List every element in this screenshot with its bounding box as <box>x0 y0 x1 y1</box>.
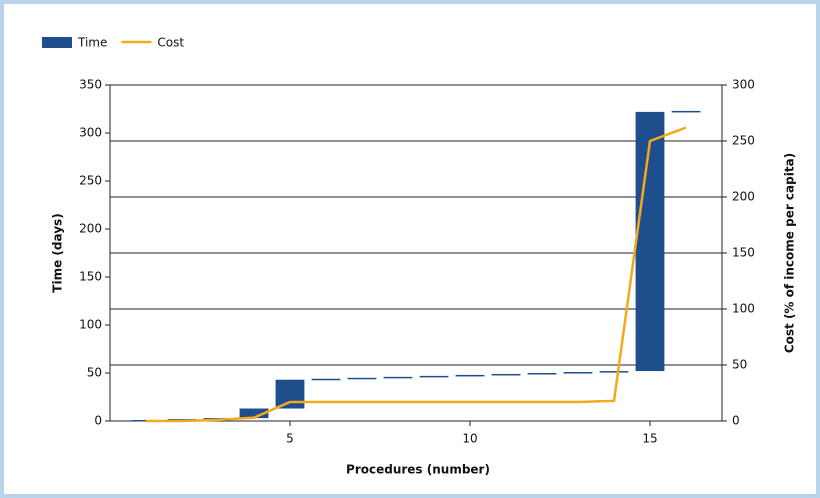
bar <box>564 372 593 374</box>
x-tick-label: 10 <box>462 432 477 446</box>
bar <box>348 378 377 380</box>
bar <box>672 111 701 113</box>
y-tick-label: 300 <box>79 126 102 140</box>
x-tick-label: 15 <box>642 432 657 446</box>
y-tick-label: 50 <box>87 366 102 380</box>
y-tick-label: 350 <box>79 78 102 92</box>
bar <box>276 380 305 409</box>
y2-tick-label: 200 <box>732 190 755 204</box>
y-axis-title: Time (days) <box>51 213 65 292</box>
y2-tick-label: 0 <box>732 414 740 428</box>
legend-swatch <box>42 37 72 48</box>
x-tick-label: 5 <box>286 432 294 446</box>
y-tick-label: 150 <box>79 270 102 284</box>
y-tick-label: 250 <box>79 174 102 188</box>
y2-tick-label: 250 <box>732 134 755 148</box>
y-tick-label: 100 <box>79 318 102 332</box>
y2-tick-label: 100 <box>732 302 755 316</box>
legend-label: Cost <box>157 36 184 50</box>
page: Procedures (number) Time (days) Cost (% … <box>0 0 820 498</box>
y-tick-label: 200 <box>79 222 102 236</box>
bar <box>384 377 413 379</box>
legend-label: Time <box>77 36 107 50</box>
y2-axis-title: Cost (% of income per capita) <box>783 153 797 353</box>
chart: Procedures (number) Time (days) Cost (% … <box>0 0 820 498</box>
y2-tick-label: 150 <box>732 246 755 260</box>
bar <box>456 375 485 377</box>
bar <box>420 376 449 378</box>
frame <box>1 1 819 497</box>
y2-tick-label: 50 <box>732 358 747 372</box>
bar <box>492 374 521 376</box>
y-tick-label: 0 <box>94 414 102 428</box>
bar <box>636 112 665 371</box>
x-axis-title: Procedures (number) <box>346 463 490 477</box>
bar <box>600 371 629 373</box>
bar <box>312 379 341 381</box>
bar <box>528 373 557 375</box>
y2-tick-label: 300 <box>732 78 755 92</box>
